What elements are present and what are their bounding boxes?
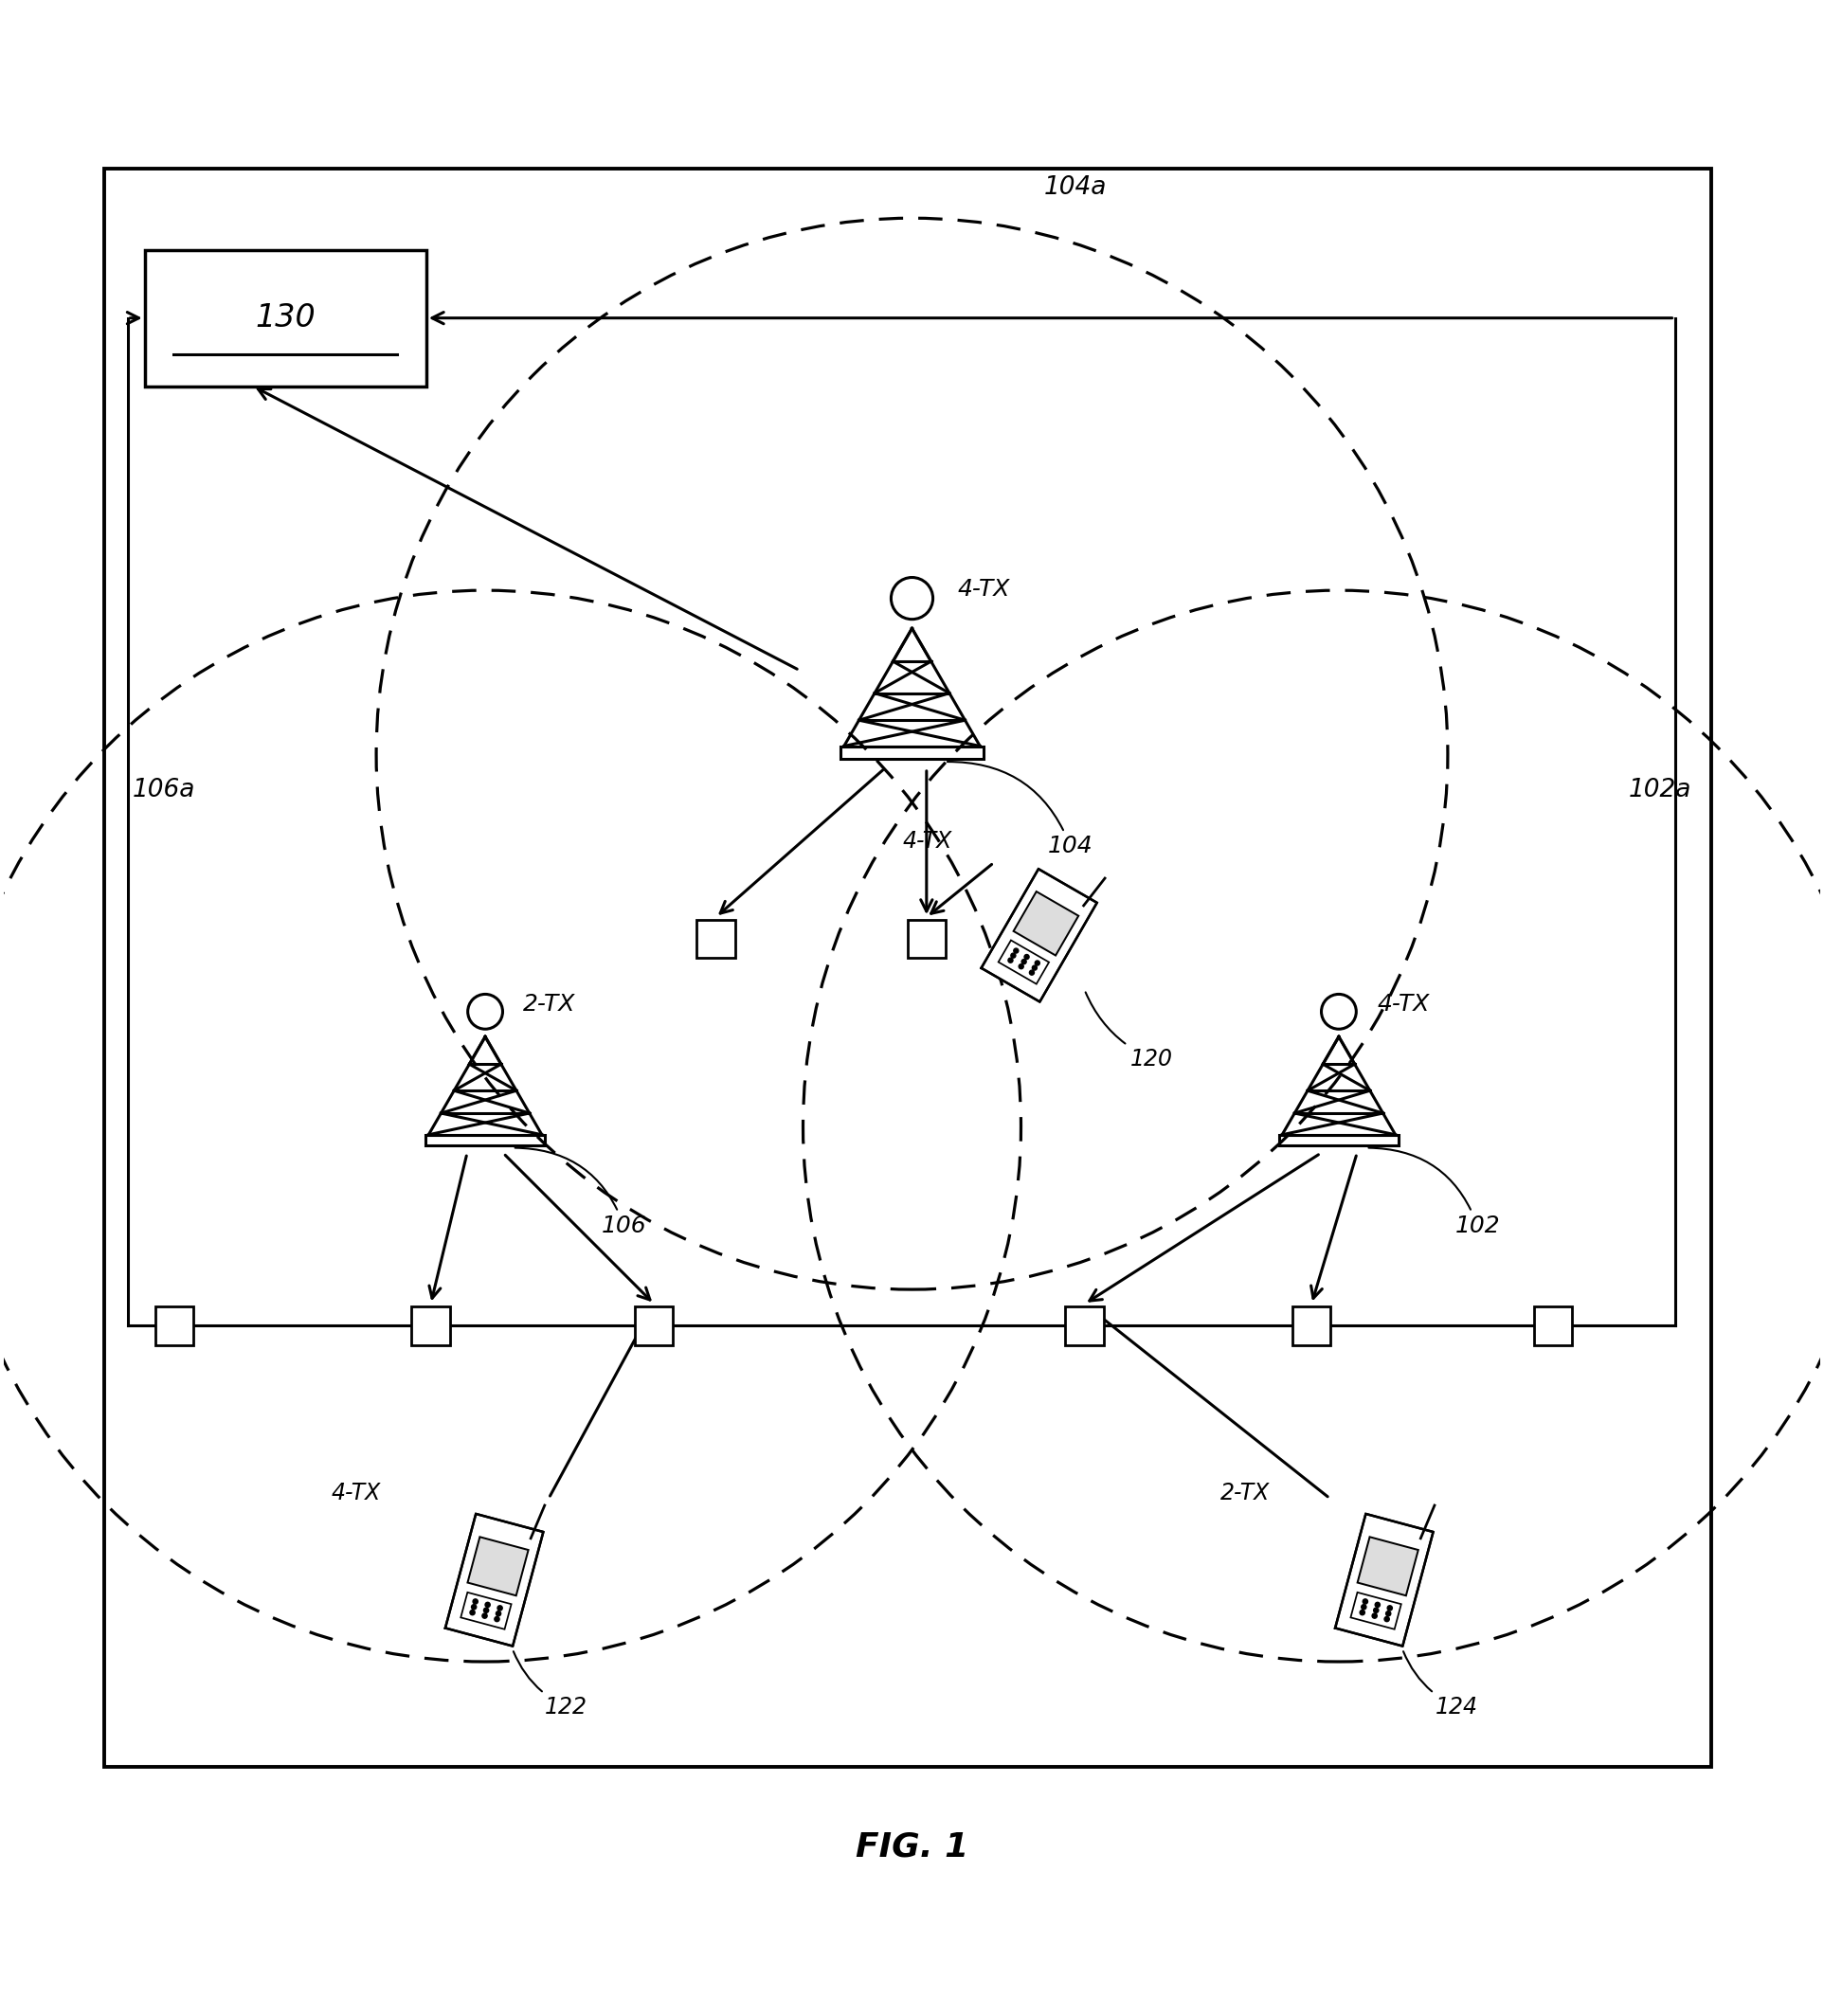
Circle shape	[1384, 1617, 1390, 1621]
Circle shape	[1372, 1613, 1377, 1619]
Circle shape	[1032, 966, 1038, 970]
Bar	[841, 746, 983, 760]
Circle shape	[1014, 948, 1018, 954]
Bar	[144, 250, 427, 387]
Polygon shape	[981, 869, 1096, 1002]
Circle shape	[1375, 1603, 1381, 1607]
Circle shape	[471, 1605, 476, 1609]
Text: 106a: 106a	[133, 778, 195, 802]
Bar	[1293, 1306, 1332, 1345]
Circle shape	[1020, 964, 1023, 970]
Text: 4-TX: 4-TX	[903, 829, 952, 853]
Circle shape	[496, 1611, 502, 1617]
Polygon shape	[1357, 1536, 1419, 1595]
Text: 102: 102	[1368, 1147, 1499, 1238]
Bar	[635, 1306, 673, 1345]
Text: 2-TX: 2-TX	[1220, 1482, 1270, 1504]
Polygon shape	[467, 1536, 529, 1595]
Polygon shape	[1335, 1514, 1434, 1647]
Bar	[1065, 1306, 1104, 1345]
Circle shape	[1363, 1599, 1368, 1605]
Text: 104a: 104a	[1043, 175, 1107, 200]
Polygon shape	[1350, 1593, 1401, 1629]
Polygon shape	[1014, 891, 1078, 956]
Bar	[697, 919, 735, 958]
Circle shape	[1009, 958, 1012, 964]
Text: 2-TX: 2-TX	[523, 992, 576, 1016]
Circle shape	[1034, 962, 1040, 966]
Bar	[412, 1306, 451, 1345]
Circle shape	[494, 1617, 500, 1621]
Circle shape	[485, 1603, 491, 1607]
Circle shape	[1361, 1611, 1364, 1615]
Bar	[1279, 1135, 1399, 1145]
Circle shape	[1386, 1611, 1392, 1617]
Bar	[104, 169, 1711, 1766]
Circle shape	[1373, 1609, 1379, 1613]
Circle shape	[1025, 954, 1029, 960]
Circle shape	[498, 1605, 502, 1611]
Text: 130: 130	[255, 302, 316, 333]
Text: FIG. 1: FIG. 1	[855, 1831, 969, 1863]
Text: 4-TX: 4-TX	[958, 579, 1010, 601]
Text: 106: 106	[514, 1147, 646, 1238]
Bar	[425, 1135, 545, 1145]
Text: 4-TX: 4-TX	[330, 1482, 381, 1504]
Circle shape	[471, 1611, 474, 1615]
Polygon shape	[461, 1593, 511, 1629]
Circle shape	[1361, 1605, 1366, 1609]
Text: 124: 124	[1403, 1651, 1477, 1718]
Text: 104: 104	[947, 762, 1093, 857]
Circle shape	[1010, 954, 1016, 958]
Circle shape	[482, 1613, 487, 1619]
Text: 102a: 102a	[1629, 778, 1691, 802]
Text: 4-TX: 4-TX	[1377, 992, 1430, 1016]
Circle shape	[1388, 1605, 1392, 1611]
Circle shape	[1029, 970, 1034, 976]
Polygon shape	[998, 939, 1049, 984]
Circle shape	[1021, 960, 1027, 964]
Bar	[1534, 1306, 1572, 1345]
Text: 120: 120	[1085, 992, 1173, 1070]
Circle shape	[472, 1599, 478, 1605]
Polygon shape	[445, 1514, 544, 1647]
Bar	[155, 1306, 193, 1345]
Bar	[908, 919, 945, 958]
Circle shape	[483, 1609, 489, 1613]
Text: 122: 122	[513, 1651, 587, 1718]
